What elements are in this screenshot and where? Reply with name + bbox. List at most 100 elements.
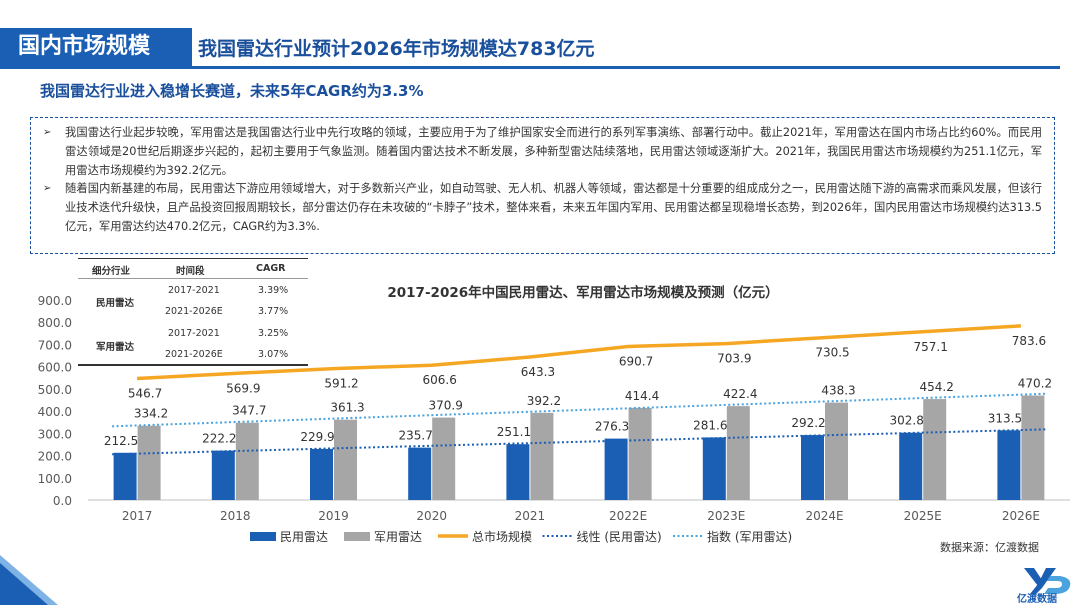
bar-civil [997, 430, 1021, 500]
bar-civil [211, 450, 235, 500]
data-label-civil: 302.8 [890, 414, 924, 428]
trendline-military [112, 392, 1046, 428]
data-label-total: 703.9 [717, 352, 751, 366]
bar-military [432, 417, 456, 500]
y-tick-label: 0.0 [53, 494, 72, 508]
y-tick-label: 800.0 [38, 316, 72, 330]
table-cell: 2021-2026E [165, 349, 223, 360]
data-label-total: 546.7 [128, 387, 162, 401]
bar-military [825, 402, 848, 500]
subtitle: 我国雷达行业进入稳增长赛道，未来5年CAGR约为3.3% [40, 82, 424, 100]
bar-civil [506, 444, 530, 500]
bar-military [137, 425, 161, 500]
data-label-military: 334.2 [134, 407, 168, 421]
table-cell: 3.07% [258, 349, 289, 360]
data-label-total: 730.5 [815, 346, 849, 360]
data-label-total: 569.9 [226, 381, 260, 395]
bar-civil [408, 447, 432, 500]
table-rule [78, 364, 308, 366]
data-label-civil: 235.7 [399, 429, 433, 443]
source-note: 数据来源：亿渡数据 [940, 541, 1039, 554]
table-cell: 2017-2021 [168, 285, 220, 296]
yidu-logo-icon [1024, 568, 1071, 594]
data-label-civil: 251.1 [497, 425, 531, 439]
x-tick-label: 2021 [515, 509, 546, 523]
y-tick-label: 100.0 [38, 472, 72, 486]
data-label-total: 591.2 [324, 377, 358, 391]
arrow-bullet-icon: ➢ [43, 183, 52, 195]
bar-military [530, 412, 554, 500]
table-rule [78, 278, 308, 279]
y-tick-label: 500.0 [38, 383, 72, 397]
data-label-military: 422.4 [723, 387, 757, 401]
table-cell: 2017-2021 [168, 328, 220, 339]
bar-military [1021, 395, 1045, 500]
data-label-total: 690.7 [619, 355, 653, 369]
data-label-total: 606.6 [423, 373, 457, 387]
legend-label: 军用雷达 [374, 530, 422, 544]
data-label-military: 454.2 [920, 380, 954, 394]
data-label-civil: 229.9 [300, 430, 334, 444]
market-size-chart: 2017-2026年中国民用雷达、军用雷达市场规模及预测（亿元） 0.0 100.0… [38, 284, 1070, 544]
bullet-item: ➢ 随着国内新基建的布局，民用雷达下游应用领域增大，对于多数新兴产业，如自动驾驶… [43, 180, 1042, 236]
corner-decoration [0, 555, 58, 605]
legend-swatch [344, 532, 370, 541]
y-tick-label: 700.0 [38, 338, 72, 352]
bar-military [726, 406, 750, 500]
summary-box: ➢ 我国雷达行业起步较晚，军用雷达是我国雷达行业中先行攻略的领域，主要应用于为了… [30, 117, 1055, 254]
data-label-total: 643.3 [521, 365, 555, 379]
data-label-civil: 281.6 [693, 418, 727, 432]
data-label-civil: 292.2 [791, 416, 825, 430]
bar-civil [801, 435, 824, 500]
data-label-military: 470.2 [1018, 377, 1052, 391]
table-cell: 2021-2026E [165, 306, 223, 317]
x-tick-label: 2026E [1002, 509, 1040, 523]
bar-civil [113, 452, 137, 500]
table-header: 时间段 [176, 266, 205, 277]
y-tick-label: 200.0 [38, 450, 72, 464]
x-tick-label: 2025E [904, 509, 942, 523]
x-tick-label: 2022E [609, 509, 647, 523]
legend-label: 民用雷达 [280, 530, 328, 544]
data-label-total: 783.6 [1012, 334, 1046, 348]
data-label-military: 361.3 [330, 401, 364, 415]
x-tick-label: 2017 [122, 509, 153, 523]
table-header: CAGR [256, 263, 286, 274]
y-tick-label: 600.0 [38, 361, 72, 375]
legend-label: 指数 (军用雷达) [707, 529, 792, 544]
bullet-item: ➢ 我国雷达行业起步较晚，军用雷达是我国雷达行业中先行攻略的领域，主要应用于为了… [43, 124, 1042, 180]
x-tick-label: 2019 [318, 509, 349, 523]
data-label-civil: 313.5 [988, 411, 1022, 425]
y-tick-label: 400.0 [38, 405, 72, 419]
line-total [137, 324, 1022, 381]
data-label-military: 438.3 [821, 384, 855, 398]
table-cell: 3.25% [258, 328, 289, 339]
bullet-text: 我国雷达行业起步较晚，军用雷达是我国雷达行业中先行攻略的领域，主要应用于为了维护… [65, 126, 1042, 177]
bar-military [235, 422, 259, 500]
arrow-bullet-icon: ➢ [43, 127, 52, 138]
bar-military [334, 419, 357, 500]
x-tick-label: 2018 [220, 509, 251, 523]
data-label-military: 414.4 [625, 389, 659, 403]
data-label-military: 370.9 [429, 399, 463, 413]
data-label-civil: 276.3 [595, 420, 629, 434]
table-rule [78, 258, 308, 259]
data-label-civil: 222.2 [202, 432, 236, 446]
data-label-civil: 212.5 [104, 434, 138, 448]
y-tick-label: 900.0 [38, 294, 72, 308]
bar-civil [702, 437, 726, 500]
bullet-text: 随着国内新基建的布局，民用雷达下游应用领域增大，对于多数新兴产业，如自动驾驶、无… [65, 182, 1042, 233]
bar-military [628, 407, 652, 500]
data-label-military: 392.2 [527, 394, 561, 408]
page-title: 我国雷达行业预计2026年市场规模达783亿元 [198, 38, 595, 60]
table-segment: 军用雷达 [96, 342, 135, 353]
legend-swatch [250, 532, 276, 541]
x-tick-label: 2024E [805, 509, 843, 523]
logo-text: 亿渡数据 [1017, 594, 1057, 605]
bar-military [923, 399, 947, 500]
chart-title: 2017-2026年中国民用雷达、军用雷达市场规模及预测（亿元） [387, 284, 778, 301]
section-tag: 国内市场规模 [0, 28, 192, 66]
data-label-total: 757.1 [914, 340, 948, 354]
bar-civil [899, 432, 923, 500]
table-cell: 3.77% [258, 306, 289, 317]
